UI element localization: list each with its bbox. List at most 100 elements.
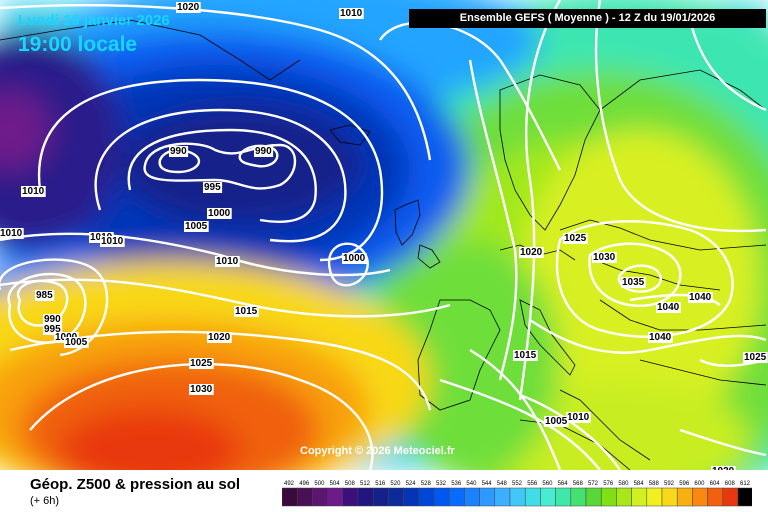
- scale-color-box: [312, 487, 328, 507]
- isobar-label: 1030: [593, 252, 616, 263]
- scale-color-box: [737, 487, 752, 507]
- coastlines: [0, 19, 767, 470]
- isobar-label-bg: [743, 352, 768, 363]
- isobar-label-bg: [566, 412, 591, 423]
- isobar-label-bg: [342, 253, 367, 264]
- scale-tick-label: 548: [497, 481, 508, 487]
- color-scale: 492 496 500 504 508 512 516 520 524 528 532 536 540 5…: [282, 481, 752, 507]
- scale-color-box: [722, 487, 739, 507]
- isobar-label-bg: [169, 146, 189, 157]
- scale-tick-label: 564: [558, 481, 569, 487]
- scale-color-box: [403, 487, 420, 507]
- isobar-label: 1005: [185, 221, 208, 232]
- isobar-label: 995: [44, 324, 61, 335]
- isobar-label-bg: [176, 2, 201, 13]
- isobar-label: 1030: [190, 384, 213, 395]
- scale-color-box: [570, 487, 587, 507]
- isobar-label-bg: [544, 416, 569, 427]
- scale-color-box: [388, 487, 404, 507]
- isobar-label-bg: [254, 146, 274, 157]
- scale-tick-label: 572: [588, 481, 599, 487]
- scale-color-box: [585, 487, 602, 507]
- isobar-label: 1040: [649, 332, 672, 343]
- scale-color-box: [707, 487, 724, 507]
- isobar-label-bg: [688, 292, 713, 303]
- isobar-label-bg: [43, 314, 63, 325]
- isobar-label-bg: [0, 228, 24, 239]
- isobar-label: 1040: [657, 302, 680, 313]
- scale-tick-label: 612: [740, 481, 751, 487]
- isobar-label-bg: [519, 247, 544, 258]
- scale-color-box: [676, 487, 693, 507]
- isobar-label-bg: [711, 466, 736, 470]
- scale-color-box: [631, 487, 648, 507]
- scale-tick-label: 552: [512, 481, 523, 487]
- scale-color-box: [372, 487, 389, 507]
- scale-tick-label: 532: [436, 481, 447, 487]
- scale-tick-label: 512: [360, 481, 371, 487]
- isobar-label-bg: [207, 208, 232, 219]
- scale-tick-label: 544: [482, 481, 493, 487]
- isobar-label-bg: [189, 358, 214, 369]
- scale-tick-label: 500: [314, 481, 325, 487]
- legend-title: Géop. Z500 & pression au sol: [30, 476, 241, 493]
- forecast-map: 1020 1010 1010 1010 990 990 995 1000 100…: [0, 0, 768, 470]
- isobar-label-bg: [64, 337, 89, 348]
- scale-tick-label: 504: [330, 481, 341, 487]
- isobar-label: 1040: [689, 292, 712, 303]
- scale-tick-label: 588: [649, 481, 660, 487]
- scale-tick-label: 600: [694, 481, 705, 487]
- scale-tick-label: 492: [284, 481, 295, 487]
- scale-color-box: [448, 487, 465, 507]
- forecast-date: Lundi 19 janvier 2026: [18, 12, 170, 29]
- isobar-label-bg: [339, 8, 364, 19]
- scale-color-box: [540, 487, 556, 507]
- copyright-notice: Copyright © 2026 Meteociel.fr: [300, 445, 455, 457]
- scale-tick-label: 556: [527, 481, 538, 487]
- isobar-label: 995: [204, 182, 221, 193]
- scale-color-box: [524, 487, 541, 507]
- isobar-label: 1000: [208, 208, 231, 219]
- isobar-label-bg: [207, 332, 232, 343]
- scale-color-box: [357, 487, 374, 507]
- scale-color-box: [464, 487, 480, 507]
- scale-color-box: [509, 487, 526, 507]
- isobar-label: 990: [44, 314, 61, 325]
- isobar-label: 1025: [190, 358, 213, 369]
- isobar-label-bg: [184, 221, 209, 232]
- scale-tick-label: 508: [345, 481, 356, 487]
- isobar-label: 990: [170, 146, 187, 157]
- scale-color-box: [342, 487, 359, 507]
- scale-color-box: [296, 487, 313, 507]
- model-run-info: Ensemble GEFS ( Moyenne ) - 12 Z du 19/0…: [409, 9, 766, 28]
- scale-tick-label: 528: [421, 481, 432, 487]
- scale-color-box: [494, 487, 511, 507]
- scale-color-box: [433, 487, 450, 507]
- isobar-label-bg: [203, 182, 223, 193]
- isobar-lines: [0, 0, 766, 470]
- scale-color-box: [692, 487, 708, 507]
- isobar-label: 1015: [235, 306, 258, 317]
- isobar-label-bg: [592, 252, 617, 263]
- scale-tick-label: 496: [299, 481, 310, 487]
- scale-tick-label: 608: [725, 481, 736, 487]
- isobar-label-bg: [621, 277, 646, 288]
- scale-tick-label: 584: [634, 481, 645, 487]
- scale-color-box: [327, 487, 344, 507]
- isobar-label: 990: [255, 146, 272, 157]
- isobar-label: 1010: [567, 412, 590, 423]
- scale-color-box: [555, 487, 572, 507]
- scale-color-box: [646, 487, 663, 507]
- scale-color-box: [479, 487, 496, 507]
- isobar-label: 1010: [0, 228, 23, 239]
- isobar-label: 1020: [208, 332, 231, 343]
- isobar-label-bg: [656, 302, 681, 313]
- isobar-labels: 1020 1010 1010 1010 990 990 995 1000 100…: [0, 2, 768, 470]
- isobar-label-bg: [189, 384, 214, 395]
- isobar-label: 1010: [101, 236, 124, 247]
- legend-step: (+ 6h): [30, 495, 60, 507]
- isobar-label: 1035: [622, 277, 645, 288]
- isobar-label: 1015: [514, 350, 537, 361]
- isobar-label: 1010: [22, 186, 45, 197]
- isobar-label: 1020: [177, 2, 200, 13]
